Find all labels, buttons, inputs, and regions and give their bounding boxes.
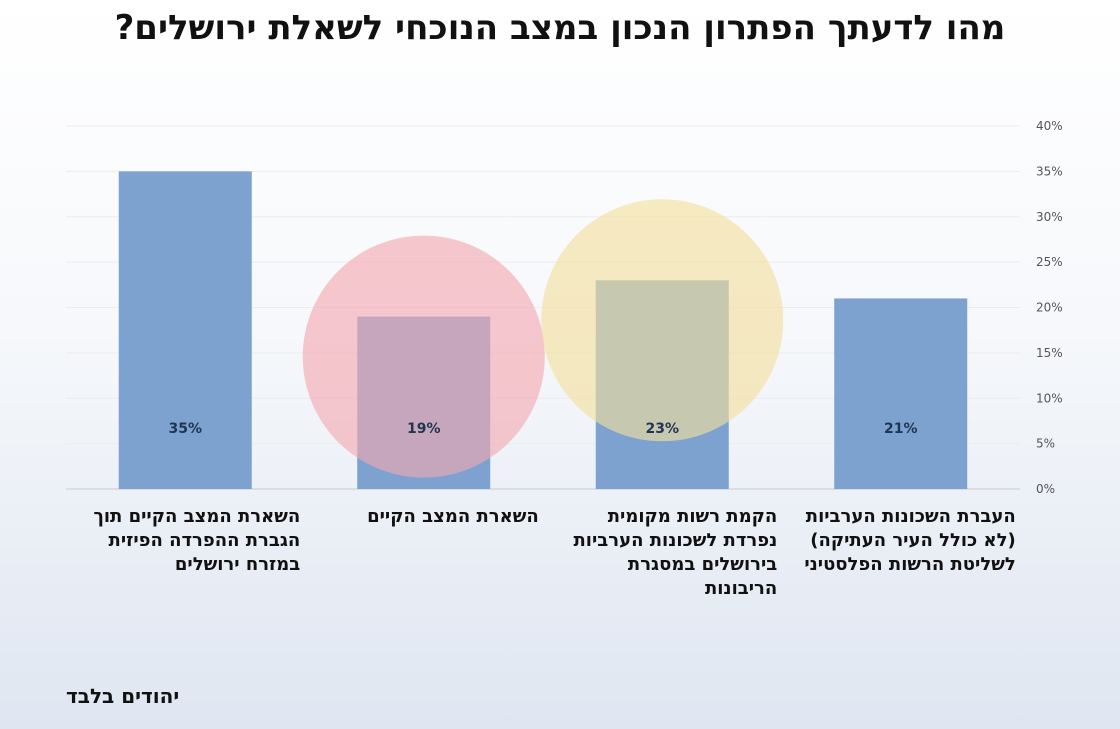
y-tick-label: 35%	[1036, 164, 1063, 178]
y-tick-label: 15%	[1036, 346, 1063, 360]
y-tick-label: 0%	[1036, 482, 1055, 496]
footnote: יהודים בלבד	[66, 684, 180, 708]
category-label: הקמת רשות מקומית נפרדת לשכונות הערביות ב…	[573, 506, 778, 599]
data-label: 21%	[884, 421, 918, 437]
data-label: 23%	[645, 421, 679, 437]
y-tick-label: 25%	[1036, 255, 1063, 269]
data-label: 19%	[407, 421, 441, 437]
highlight-circle	[302, 235, 545, 478]
bar	[118, 171, 252, 489]
y-tick-label: 40%	[1036, 119, 1063, 133]
category-label: השארת המצב הקיים	[367, 506, 539, 527]
highlight-circle	[541, 199, 784, 442]
y-tick-label: 5%	[1036, 437, 1055, 451]
y-tick-label: 30%	[1036, 210, 1063, 224]
data-label: 35%	[168, 421, 202, 437]
y-tick-label: 10%	[1036, 391, 1063, 405]
bar	[834, 298, 968, 489]
y-tick-label: 20%	[1036, 301, 1063, 315]
category-label: השארת המצב הקיים תוך הגברת ההפרדה הפיזית…	[93, 506, 301, 575]
chart-title: מהו לדעתך הפתרון הנכון במצב הנוכחי לשאלת…	[114, 8, 1006, 48]
category-label: העברת השכונות הערביות (לא כולל העיר העתי…	[804, 506, 1016, 575]
